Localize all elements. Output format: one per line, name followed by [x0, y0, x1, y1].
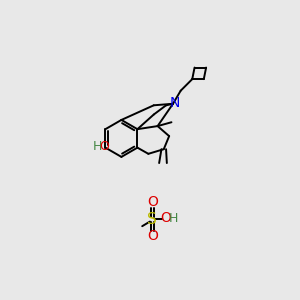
Text: H: H	[168, 212, 178, 225]
Text: S: S	[147, 212, 157, 227]
Text: H: H	[93, 140, 102, 153]
Text: O: O	[160, 212, 172, 226]
Text: O: O	[99, 140, 109, 153]
Text: O: O	[147, 229, 158, 243]
Text: N: N	[170, 96, 181, 110]
Text: O: O	[147, 195, 158, 209]
